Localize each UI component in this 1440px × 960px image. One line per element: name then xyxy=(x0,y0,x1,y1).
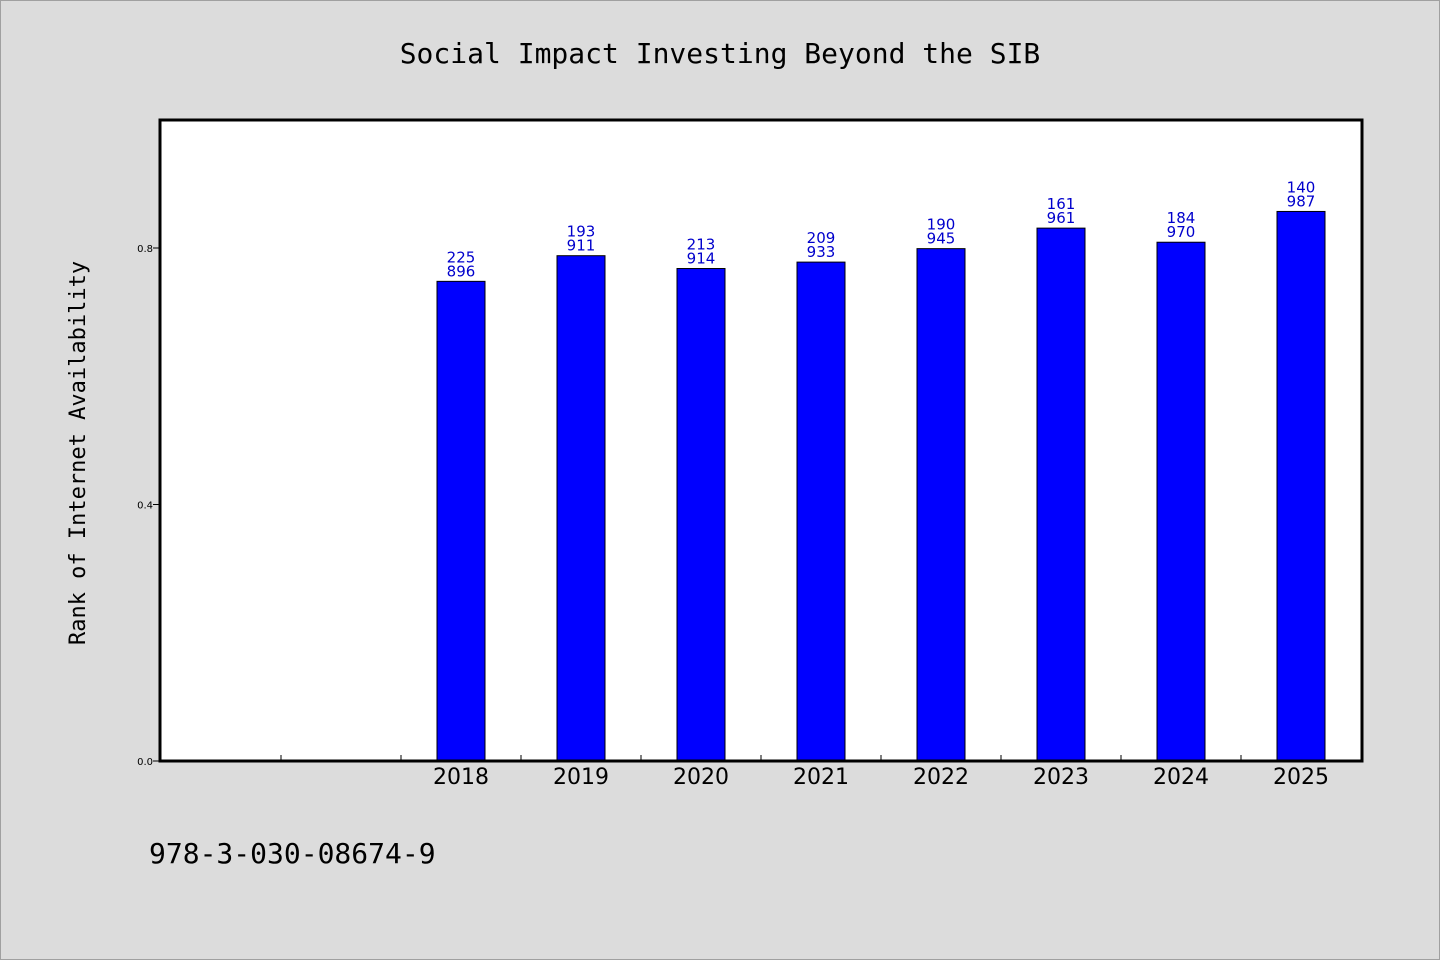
plot-frame xyxy=(158,118,1364,763)
x-tick-label: 2018 xyxy=(433,765,489,790)
x-tick-label: 2021 xyxy=(793,765,849,790)
bar-label-top: 190 xyxy=(927,216,956,234)
bar xyxy=(676,268,726,762)
bar-label-bottom: 911 xyxy=(567,237,596,255)
bar xyxy=(1156,241,1206,762)
y-tick-label: 0.8 xyxy=(137,244,153,255)
bar-label-bottom: 933 xyxy=(807,243,836,261)
x-tick-label: 2022 xyxy=(913,765,969,790)
bar-label-bottom: 945 xyxy=(927,230,956,248)
bar-label-top: 193 xyxy=(567,223,596,241)
y-tick-label: 0.0 xyxy=(137,757,153,768)
bar xyxy=(1276,210,1326,762)
bar-label-top: 184 xyxy=(1167,209,1196,227)
bar-label-top: 225 xyxy=(447,248,476,266)
bar-label-bottom: 896 xyxy=(447,262,476,280)
bar-series xyxy=(436,210,1326,762)
x-axis-ticks: 2018 2019 2020 2021 2022 2023 2024 2025 xyxy=(280,755,1329,790)
bar-label-top: 161 xyxy=(1047,195,1076,213)
bar xyxy=(796,261,846,762)
bar-label-top: 213 xyxy=(687,236,716,254)
bar-label-bottom: 961 xyxy=(1047,209,1076,227)
bar-label-bottom: 987 xyxy=(1287,192,1316,210)
bar xyxy=(436,280,486,762)
bar-label-bottom: 970 xyxy=(1167,223,1196,241)
x-tick-label: 2024 xyxy=(1153,765,1209,790)
isbn-footer: 978-3-030-08674-9 xyxy=(149,837,436,870)
bar-label-bottom: 914 xyxy=(687,250,716,268)
bar-label-top: 209 xyxy=(807,229,836,247)
x-tick-label: 2020 xyxy=(673,765,729,790)
x-tick-label: 2023 xyxy=(1033,765,1089,790)
chart-title: Social Impact Investing Beyond the SIB xyxy=(400,37,1041,70)
x-tick-label: 2019 xyxy=(553,765,609,790)
y-axis-label: Rank of Internet Availability xyxy=(66,261,91,645)
x-tick-label: 2025 xyxy=(1273,765,1329,790)
bar-label-top: 140 xyxy=(1287,178,1316,196)
y-axis-ticks: 0.0 0.4 0.8 xyxy=(137,244,161,768)
y-tick-label: 0.4 xyxy=(137,501,153,512)
bar xyxy=(916,248,966,762)
bar xyxy=(556,255,606,762)
bar xyxy=(1036,227,1086,762)
